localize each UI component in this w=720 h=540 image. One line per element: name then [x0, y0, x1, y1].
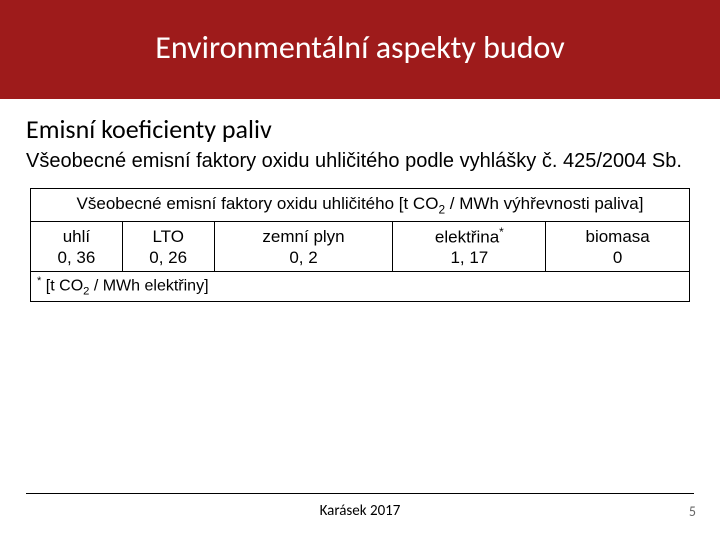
content-area: Emisní koeficienty paliv Všeobecné emisn… — [0, 99, 720, 302]
table-header-row: Všeobecné emisní faktory oxidu uhličitéh… — [31, 189, 690, 222]
col-value-electricity: 1, 17 — [393, 248, 546, 272]
table-header-cell: Všeobecné emisní faktory oxidu uhličitéh… — [31, 189, 690, 222]
col-label-biomass: biomasa — [546, 222, 690, 248]
page-number: 5 — [689, 503, 696, 520]
title-bar: Environmentální aspekty budov — [0, 0, 720, 99]
col-value-gas: 0, 2 — [214, 248, 393, 272]
col-label-electricity-text: elektřina — [435, 228, 499, 247]
col-label-gas: zemní plyn — [214, 222, 393, 248]
col-label-electricity-sup: * — [499, 225, 504, 239]
col-label-lto: LTO — [122, 222, 214, 248]
col-value-coal: 0, 36 — [31, 248, 123, 272]
col-label-electricity: elektřina* — [393, 222, 546, 248]
emission-table: Všeobecné emisní faktory oxidu uhličitéh… — [30, 188, 690, 302]
table-label-row: uhlí LTO zemní plyn elektřina* biomasa — [31, 222, 690, 248]
table-footnote-row: * [t CO2 / MWh elektřiny] — [31, 272, 690, 302]
table-header-text-post: / MWh výhřevnosti paliva] — [445, 194, 643, 213]
col-value-lto: 0, 26 — [122, 248, 214, 272]
col-label-coal: uhlí — [31, 222, 123, 248]
description: Všeobecné emisní faktory oxidu uhličitéh… — [26, 149, 694, 174]
table-header-text-pre: Všeobecné emisní faktory oxidu uhličitéh… — [77, 194, 439, 213]
table-footnote-cell: * [t CO2 / MWh elektřiny] — [31, 272, 690, 302]
footer-center: Karásek 2017 — [0, 502, 720, 520]
page-title: Environmentální aspekty budov — [0, 28, 720, 67]
col-value-biomass: 0 — [546, 248, 690, 272]
footnote-post: / MWh elektřiny] — [89, 277, 208, 294]
subheading: Emisní koeficienty paliv — [26, 113, 694, 145]
emission-table-wrap: Všeobecné emisní faktory oxidu uhličitéh… — [30, 188, 690, 302]
footer-divider — [26, 493, 694, 494]
table-value-row: 0, 36 0, 26 0, 2 1, 17 0 — [31, 248, 690, 272]
footnote-pre: [t CO — [41, 277, 83, 294]
